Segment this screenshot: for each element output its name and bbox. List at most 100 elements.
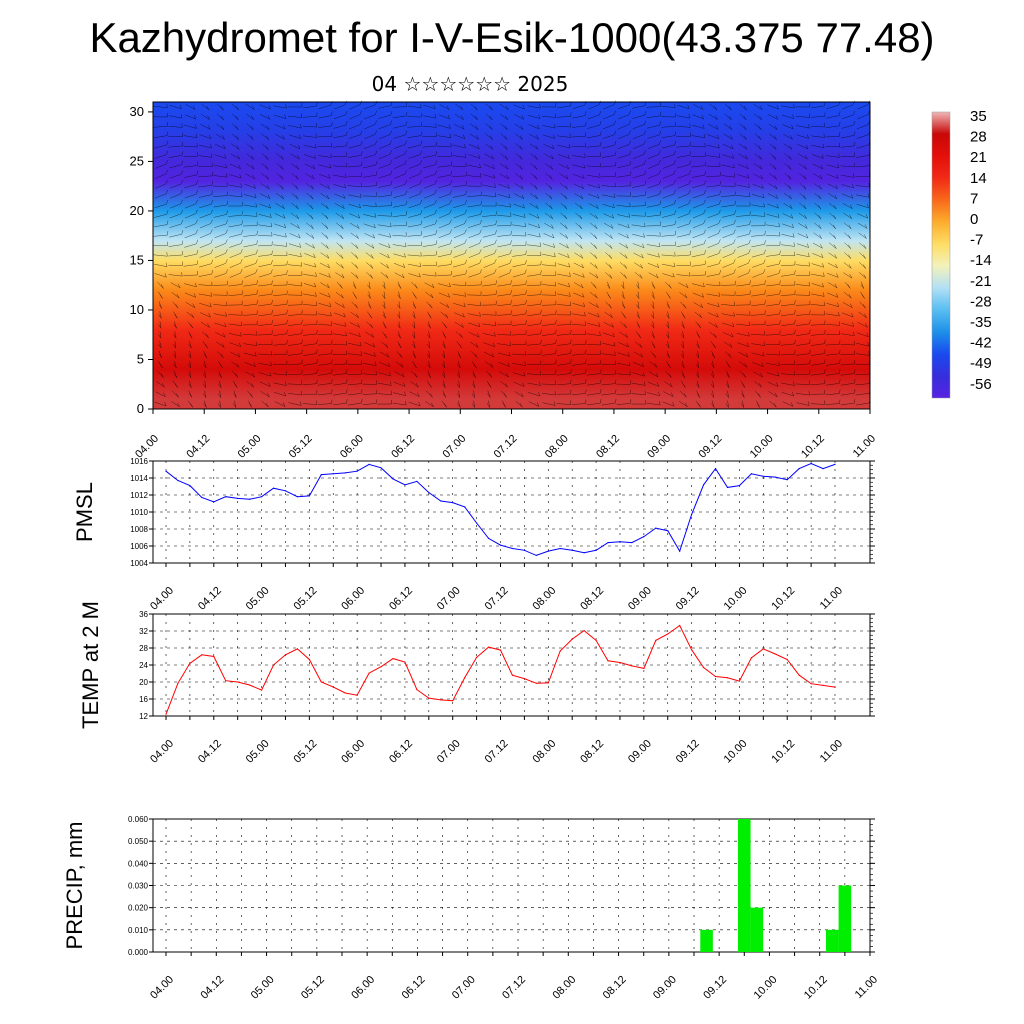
- x-tick-label: 11.00: [818, 585, 845, 612]
- series-point: [679, 550, 681, 552]
- section-x-tick-label: 05.12: [287, 433, 315, 461]
- precip-panel: 0.060 0.050 0.040 0.030 0.020 0.010 0.000 04.00…: [62, 815, 880, 1002]
- section-y-tick-label: 0: [137, 401, 144, 416]
- colorbar-label: -35: [970, 314, 992, 331]
- series-point: [607, 542, 609, 544]
- series-point: [726, 677, 729, 679]
- series-point: [213, 501, 215, 503]
- x-tick-label: 04.12: [198, 974, 226, 1002]
- series-point: [571, 638, 573, 640]
- y-tick-label: 1014: [130, 474, 148, 483]
- colorbar-label: 35: [970, 108, 987, 125]
- x-tick-label: 06.12: [387, 585, 415, 613]
- x-tick-label: 05.00: [244, 738, 272, 766]
- series-point: [476, 522, 478, 524]
- section-y-tick-label: 5: [137, 351, 144, 366]
- series-point: [284, 490, 287, 492]
- series-point: [284, 654, 287, 656]
- chart-title: Kazhydromet for I-V-Esik-1000(43.375 77.…: [89, 14, 935, 61]
- y-tick-label: 1012: [130, 491, 148, 500]
- series-point: [511, 674, 514, 676]
- series-point: [834, 463, 836, 465]
- series-point: [667, 530, 669, 532]
- colorbar-label: -7: [970, 232, 983, 249]
- y-tick-label: 32: [139, 627, 148, 636]
- series-point: [249, 684, 251, 686]
- section-x-tick-label: 04.12: [184, 433, 212, 461]
- y-tick-label: 1004: [130, 559, 148, 568]
- series-point: [332, 686, 334, 688]
- x-tick-label: 09.00: [651, 974, 679, 1002]
- x-tick-label: 08.12: [601, 974, 629, 1002]
- x-tick-label: 10.12: [769, 585, 797, 613]
- series-point: [201, 654, 203, 656]
- colorbar-label: 21: [970, 149, 987, 166]
- x-tick-label: 07.00: [435, 738, 463, 766]
- series-point: [452, 502, 454, 504]
- x-tick-label: 06.12: [387, 738, 415, 766]
- series-point: [404, 661, 406, 663]
- series-point: [798, 468, 800, 470]
- series-point: [738, 485, 741, 487]
- colorbar-label: -21: [970, 273, 992, 290]
- section-x-tick-label: 09.12: [697, 433, 725, 461]
- x-tick-label: 10.12: [769, 738, 797, 766]
- series-point: [595, 549, 597, 551]
- series-point: [272, 487, 275, 489]
- series-point: [320, 681, 322, 683]
- series-point: [225, 680, 227, 682]
- section-x-tick-label: 07.12: [492, 433, 520, 461]
- series-point: [750, 473, 752, 475]
- series-point: [786, 658, 788, 661]
- wind-barb-field: [153, 100, 871, 408]
- series-point: [189, 662, 191, 664]
- series-point: [213, 655, 215, 658]
- pmsl-panel: 1016 1014 1012 1010 1008 1006 1004 04.00 04.12 05…: [72, 457, 875, 613]
- panel-frame: [152, 460, 871, 564]
- x-tick-label: 05.12: [299, 974, 327, 1002]
- series-point: [165, 713, 167, 715]
- series-point: [738, 680, 741, 682]
- y-tick-label: 0.030: [128, 882, 149, 891]
- y-tick-label: 16: [139, 695, 148, 704]
- series-point: [487, 646, 490, 648]
- x-tick-label: 09.12: [674, 585, 702, 613]
- section-y-tick-label: 30: [130, 104, 144, 119]
- series-point: [499, 649, 502, 651]
- y-tick-label: 1006: [130, 542, 148, 551]
- x-tick-label: 09.00: [626, 585, 654, 613]
- series-point: [499, 544, 502, 546]
- panel-frame: [152, 613, 871, 717]
- series-point: [810, 683, 812, 685]
- y-tick-label: 20: [139, 678, 148, 687]
- temp-panel: 36 32 28 24 20 16 12 04.00 04.12 05.00 05.12 06.00 0…: [78, 601, 875, 766]
- series-point: [523, 678, 525, 680]
- series-point: [476, 656, 478, 658]
- series-point: [583, 629, 585, 632]
- series-point: [714, 468, 717, 470]
- series-point: [774, 476, 776, 478]
- series-point: [762, 475, 764, 477]
- series-point: [834, 686, 836, 688]
- colorbar-labels: 35 28 21 14 7 0 -7 -14 -21 -28 -35 -42 -49 -56: [970, 108, 992, 393]
- section-x-tick-label: 10.00: [748, 433, 776, 461]
- colorbar-label: -14: [970, 252, 992, 269]
- x-tick-label: 04.00: [148, 585, 176, 613]
- section-y-tick-label: 25: [130, 153, 144, 168]
- series-point: [535, 682, 537, 684]
- x-tick-label: 08.00: [550, 974, 578, 1002]
- y-axis-label: TEMP at 2 M: [78, 601, 103, 729]
- series-point: [452, 700, 454, 702]
- series-point: [344, 472, 346, 474]
- series-point: [702, 484, 705, 486]
- x-tick-label: 04.12: [196, 738, 224, 766]
- series-point: [380, 467, 382, 469]
- series-point: [571, 549, 573, 551]
- series-point: [655, 639, 657, 641]
- section-x-tick-label: 06.00: [338, 433, 366, 461]
- section-x-tick-label: 07.00: [440, 433, 468, 461]
- series-point: [392, 658, 394, 660]
- section-y-tick-label: 10: [130, 302, 144, 317]
- wind-barbs: [153, 100, 871, 408]
